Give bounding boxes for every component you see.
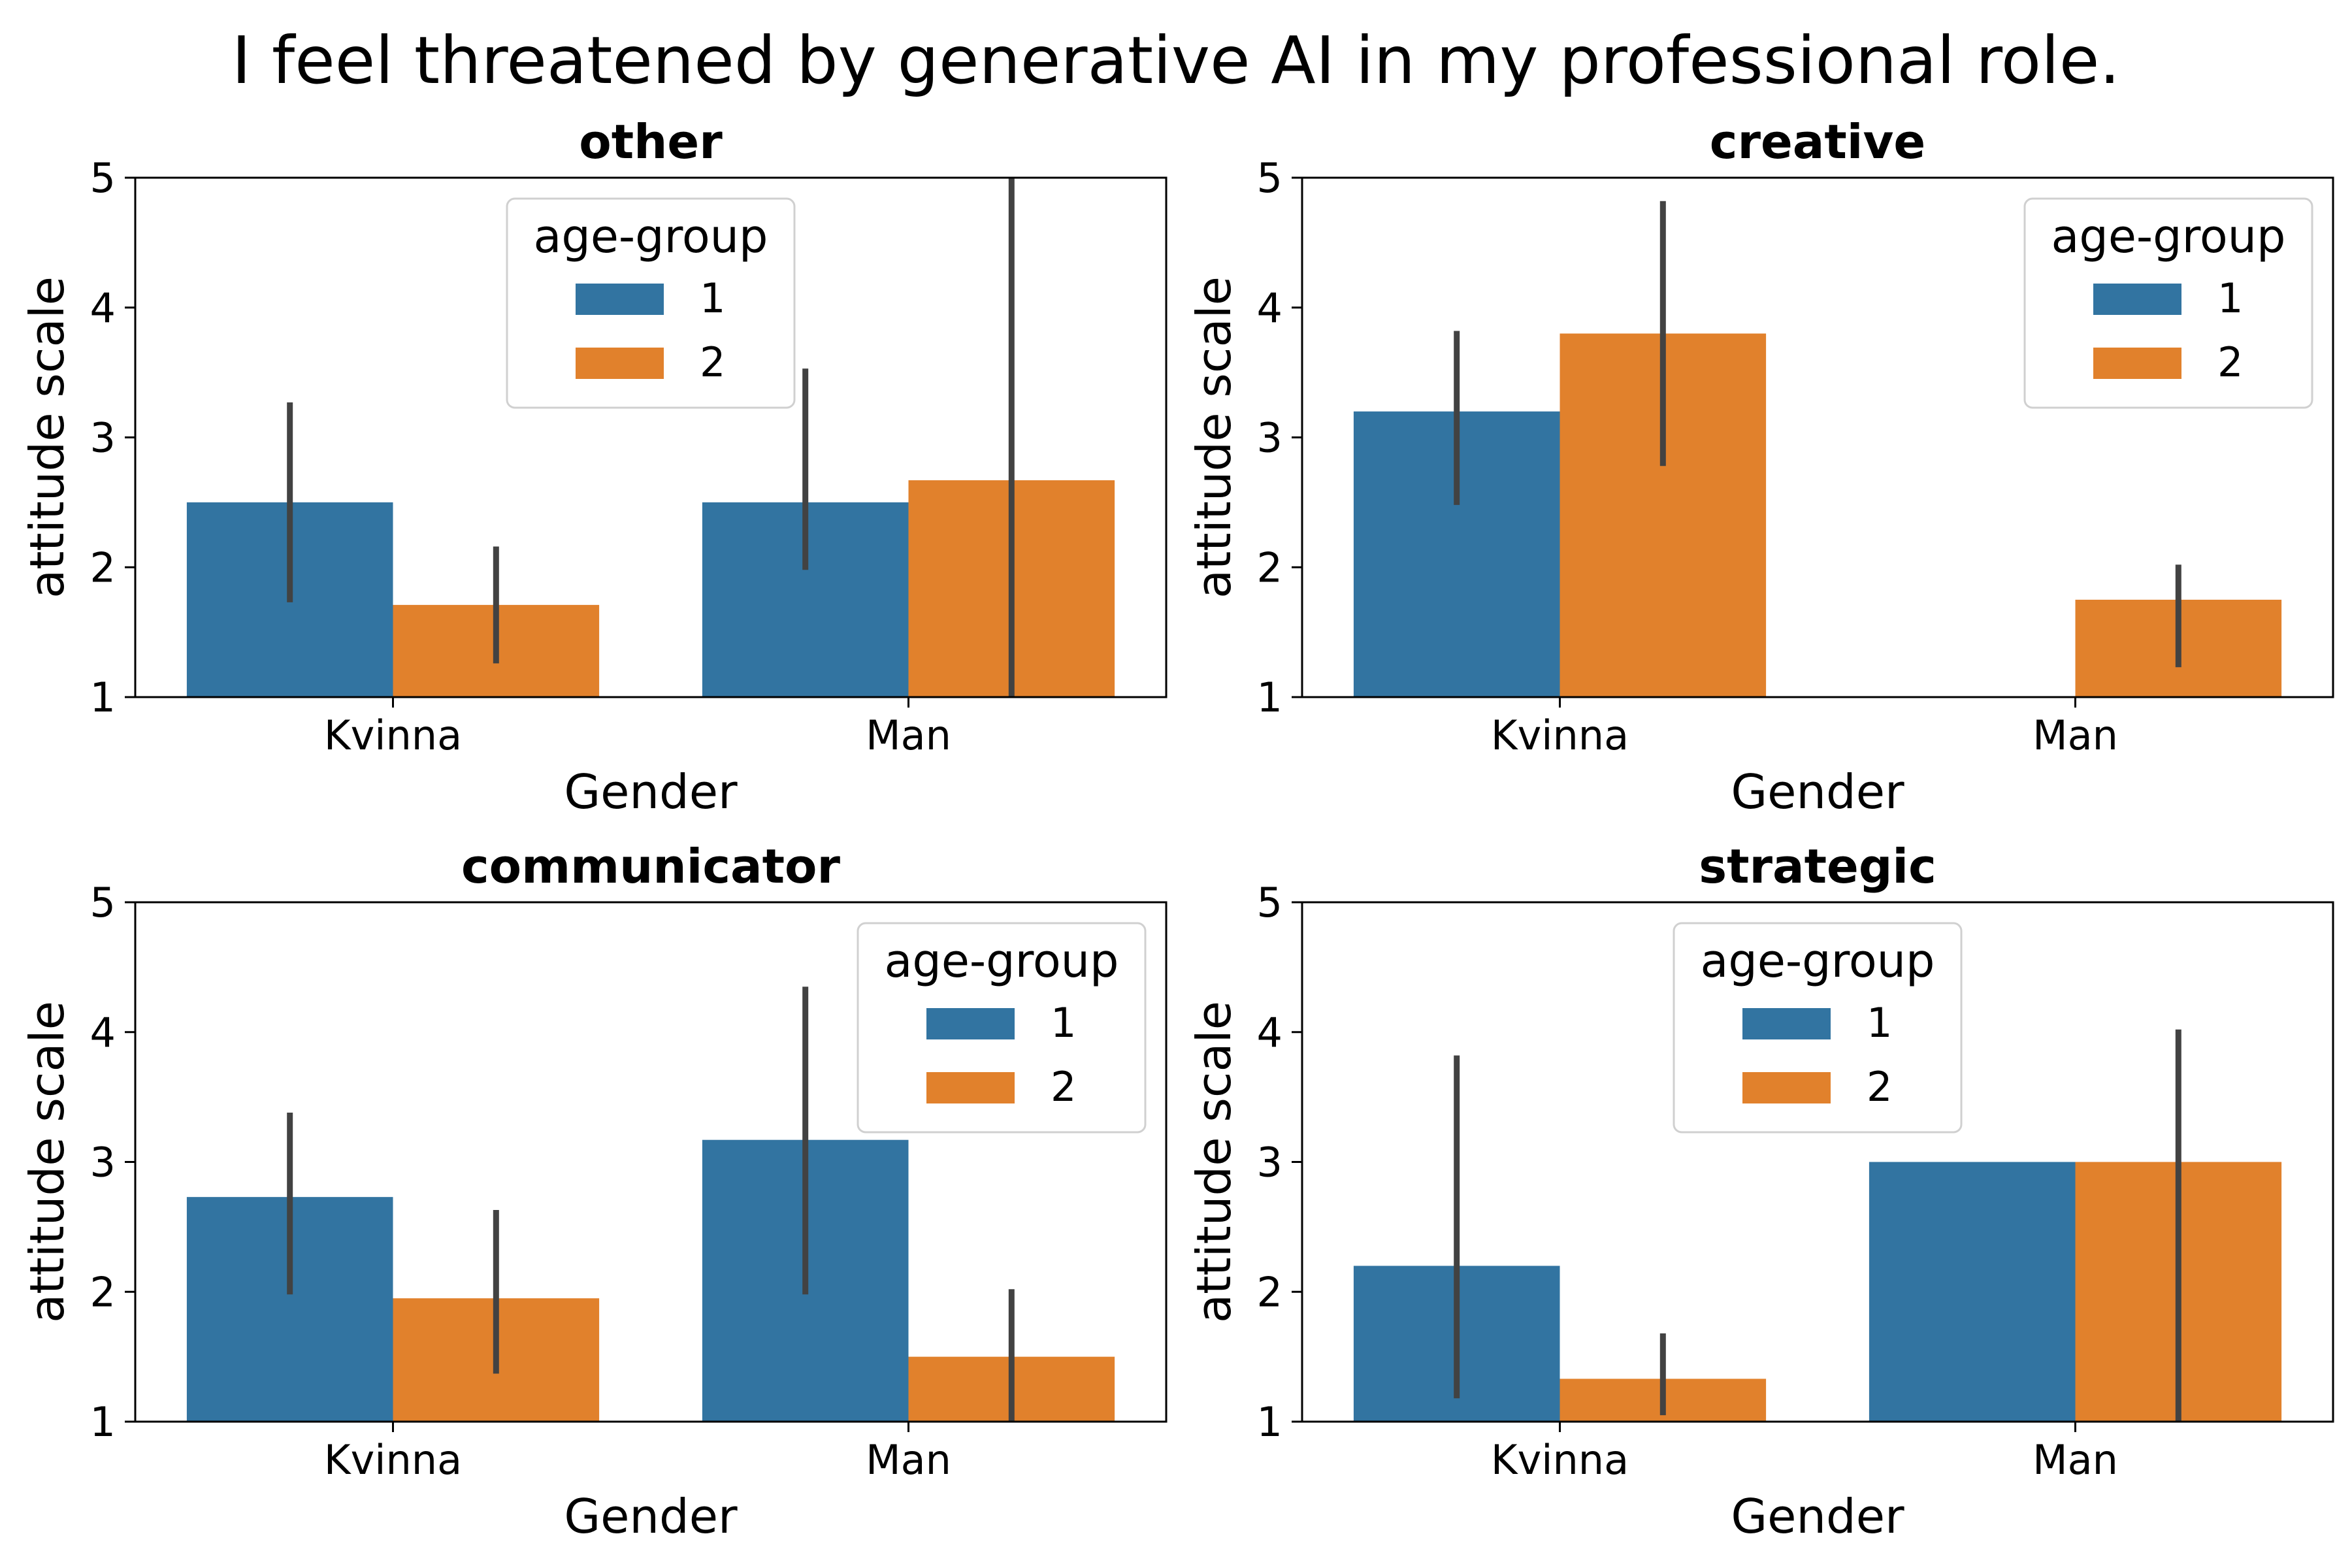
legend-swatch (926, 1008, 1015, 1039)
x-tick-label: Kvinna (1491, 711, 1629, 759)
y-axis-label: attitude scale (1186, 1001, 1241, 1323)
legend-label: 1 (2217, 274, 2243, 322)
y-tick-label: 3 (90, 414, 116, 462)
x-tick-label: Man (2033, 711, 2118, 759)
bar (1560, 333, 1767, 697)
legend-label: 1 (1867, 999, 1892, 1047)
x-tick-label: Man (2033, 1436, 2118, 1484)
x-tick-label: Kvinna (1491, 1436, 1629, 1484)
y-tick-label: 5 (1257, 879, 1282, 926)
bar (908, 480, 1115, 697)
axes-frame (1301, 901, 2334, 1423)
legend-swatch (2093, 348, 2181, 379)
legend-label: 2 (2217, 338, 2243, 386)
y-tick-label: 3 (90, 1139, 116, 1186)
bar (1353, 411, 1560, 697)
y-tick-label: 5 (1257, 154, 1282, 202)
x-axis-label: Gender (1731, 1489, 1904, 1544)
x-tick-label: Man (866, 1436, 951, 1484)
y-tick-label: 3 (1257, 414, 1282, 462)
y-tick-label: 5 (90, 879, 116, 926)
panel-title: creative (1710, 114, 1925, 169)
legend-label: 2 (1867, 1063, 1892, 1111)
panel-title: communicator (461, 839, 841, 894)
figure-title: I feel threatened by generative AI in my… (231, 22, 2121, 99)
y-tick-label: 1 (1257, 674, 1282, 721)
y-tick-label: 4 (90, 1009, 116, 1056)
panel-title: other (579, 114, 723, 169)
legend-box (857, 922, 1147, 1134)
legend-swatch (1742, 1008, 1831, 1039)
bar (1869, 1162, 2076, 1422)
y-tick-label: 2 (1257, 1268, 1282, 1316)
x-tick-label: Man (866, 711, 951, 759)
y-tick-label: 4 (90, 284, 116, 332)
legend-box (2023, 197, 2313, 409)
y-axis-label: attitude scale (20, 276, 74, 598)
legend-swatch (926, 1072, 1015, 1103)
legend-title: age-group (534, 210, 768, 263)
y-axis-label: attitude scale (1186, 276, 1241, 598)
bar (393, 1298, 600, 1422)
x-axis-label: Gender (564, 1489, 738, 1544)
axes-frame (1301, 176, 2334, 698)
bar (702, 502, 909, 697)
y-axis-label: attitude scale (20, 1001, 74, 1323)
x-tick-label: Kvinna (324, 711, 462, 759)
panel-title: strategic (1699, 839, 1936, 894)
y-tick-label: 1 (90, 1398, 116, 1446)
legend-label: 1 (700, 274, 725, 322)
x-axis-label: Gender (564, 764, 738, 819)
y-tick-label: 3 (1257, 1139, 1282, 1186)
bar (1353, 1266, 1560, 1422)
legend-box (1673, 922, 1963, 1134)
x-axis-label: Gender (1731, 764, 1904, 819)
y-tick-label: 5 (90, 154, 116, 202)
bar (186, 1197, 393, 1422)
bar (2075, 1162, 2282, 1422)
legend-swatch (1742, 1072, 1831, 1103)
legend-swatch (576, 284, 664, 315)
bar (186, 502, 393, 697)
legend-label: 2 (1051, 1063, 1076, 1111)
axes-frame (134, 901, 1168, 1423)
y-tick-label: 4 (1257, 284, 1282, 332)
x-tick-label: Kvinna (324, 1436, 462, 1484)
legend-swatch (576, 348, 664, 379)
legend-label: 2 (700, 338, 725, 386)
y-tick-label: 2 (1257, 544, 1282, 591)
y-tick-label: 2 (90, 1268, 116, 1316)
y-tick-label: 1 (1257, 1398, 1282, 1446)
legend-box (506, 197, 796, 409)
legend-title: age-group (1701, 934, 1935, 988)
y-tick-label: 2 (90, 544, 116, 591)
bar (2075, 599, 2282, 697)
legend-title: age-group (885, 934, 1119, 988)
legend-title: age-group (2051, 210, 2286, 263)
y-tick-label: 1 (90, 674, 116, 721)
bar (1560, 1379, 1767, 1422)
legend-label: 1 (1051, 999, 1076, 1047)
legend-swatch (2093, 284, 2181, 315)
axes-frame (134, 176, 1168, 698)
bar (393, 604, 600, 697)
bar (908, 1356, 1115, 1422)
y-tick-label: 4 (1257, 1009, 1282, 1056)
bar (702, 1139, 909, 1422)
